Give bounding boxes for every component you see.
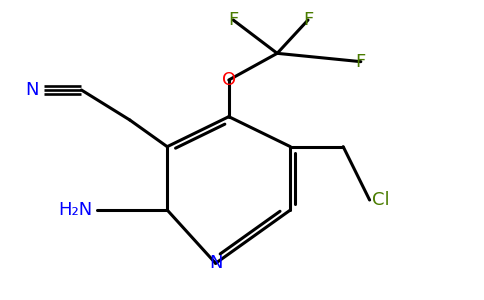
- Text: Cl: Cl: [372, 191, 389, 209]
- Text: F: F: [356, 53, 366, 71]
- Text: F: F: [228, 11, 238, 29]
- Text: O: O: [222, 71, 236, 89]
- Text: N: N: [209, 254, 222, 272]
- Text: H₂N: H₂N: [59, 201, 93, 219]
- Text: N: N: [26, 81, 39, 99]
- Text: F: F: [303, 11, 313, 29]
